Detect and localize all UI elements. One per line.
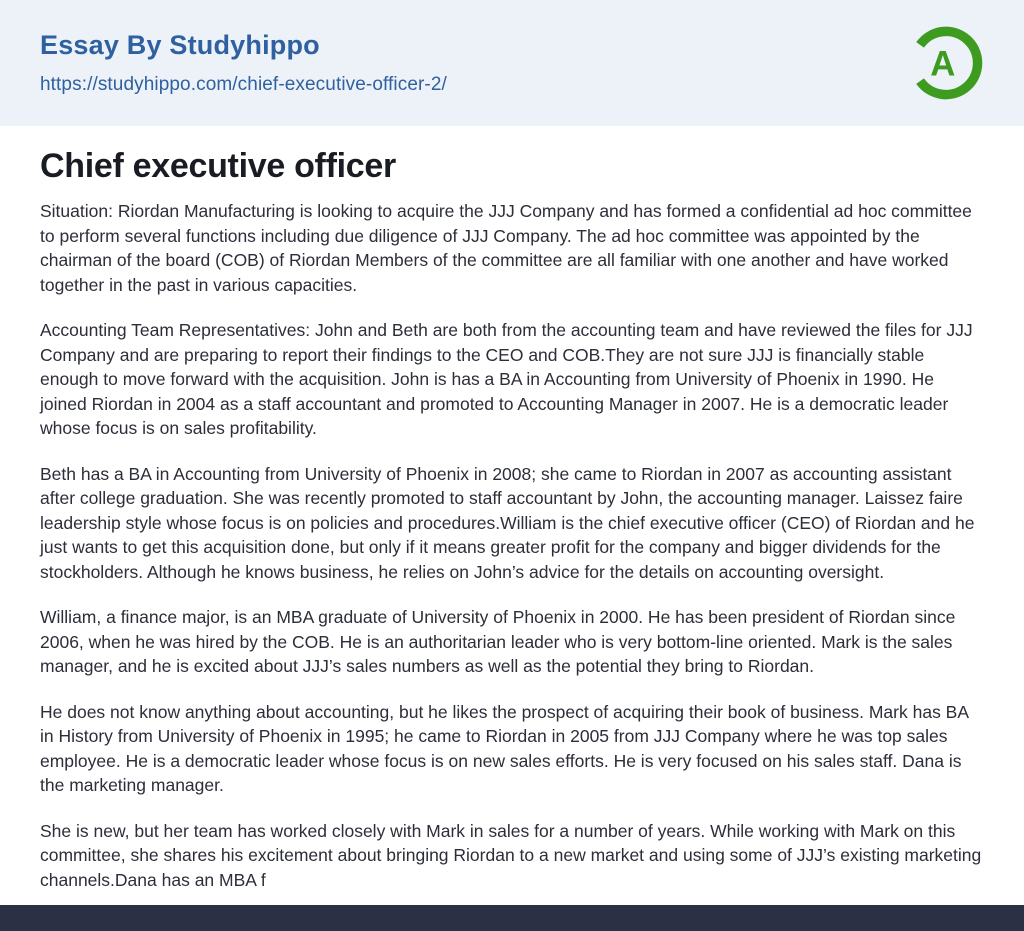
source-url-link[interactable]: https://studyhippo.com/chief-executive-o…	[40, 74, 447, 95]
essay-paragraph: She is new, but her team has worked clos…	[40, 820, 982, 890]
footer-bar	[0, 905, 1024, 931]
essay-paragraph: Accounting Team Representatives: John an…	[40, 320, 973, 438]
page-header: Essay By Studyhippo https://studyhippo.c…	[0, 0, 1024, 126]
essay-paragraph: Situation: Riordan Manufacturing is look…	[40, 201, 972, 295]
essay-title: Chief executive officer	[40, 147, 396, 185]
essay-content: Chief executive officer Situation: Riord…	[0, 147, 1024, 892]
essay-paragraph: Beth has a BA in Accounting from Univers…	[40, 463, 975, 582]
header-site-title: Essay By Studyhippo	[40, 30, 320, 60]
essay-paragraph: William, a finance major, is an MBA grad…	[40, 607, 956, 676]
header-text-block: Essay By Studyhippo https://studyhippo.c…	[40, 30, 447, 96]
studyhippo-logo-icon: A	[906, 23, 986, 103]
logo-letter: A	[930, 46, 955, 84]
essay-paragraph: He does not know anything about accounti…	[40, 701, 969, 796]
